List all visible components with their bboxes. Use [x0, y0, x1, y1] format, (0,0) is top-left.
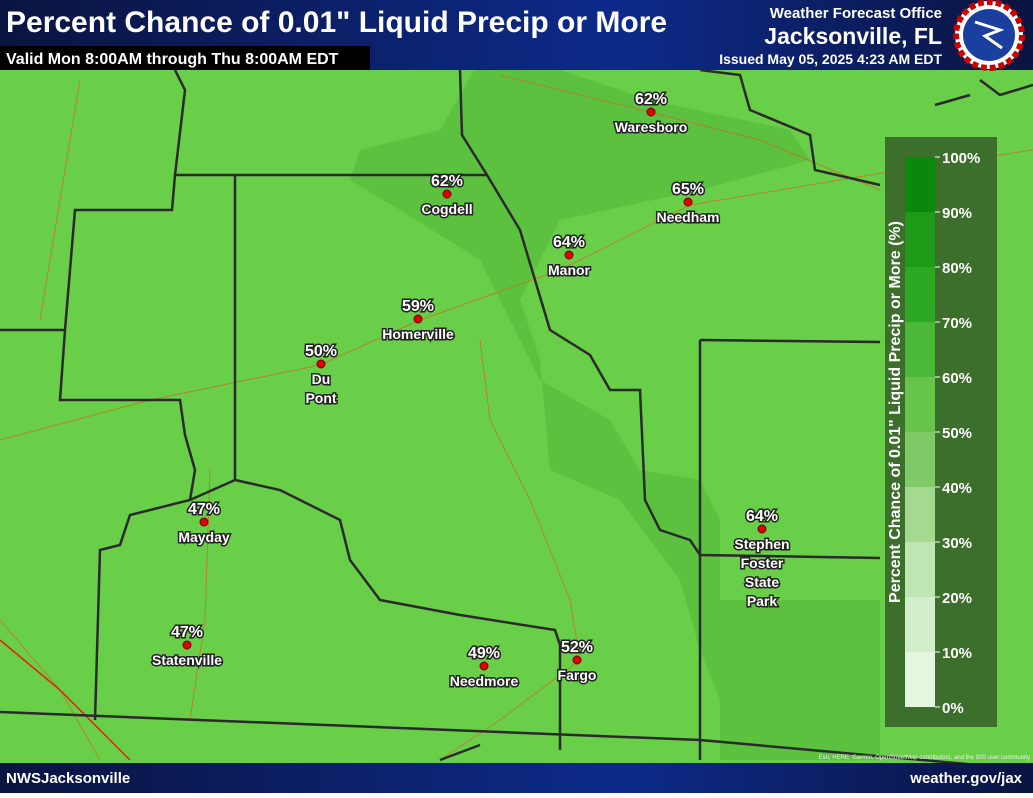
city-name: Homerville: [382, 326, 454, 342]
city-value: 64%: [553, 234, 585, 251]
city-name: Foster: [741, 555, 784, 571]
legend-swatch: [905, 597, 935, 652]
city-marker: [479, 661, 489, 671]
legend-swatch: [905, 157, 935, 212]
city-marker: [316, 359, 326, 369]
location: Jacksonville, FL: [764, 23, 942, 49]
legend-panel: [885, 137, 997, 727]
legend-swatch: [905, 267, 935, 322]
legend-swatch: [905, 487, 935, 542]
subtitle: Valid Mon 8:00AM through Thu 8:00AM EDT: [6, 51, 339, 68]
city-name: Park: [747, 593, 778, 609]
city-name: State: [745, 574, 779, 590]
city-name: Du: [312, 371, 331, 387]
legend-swatch: [905, 212, 935, 267]
darker-region: [350, 60, 880, 760]
city-name: Needham: [656, 209, 719, 225]
legend-swatch: [905, 652, 935, 707]
legend-tick-label: 80%: [942, 260, 972, 277]
city-marker: [442, 189, 452, 199]
legend-tick-label: 0%: [942, 700, 964, 717]
legend-swatch: [905, 377, 935, 432]
city-marker: [572, 655, 582, 665]
footer-right: weather.gov/jax: [909, 770, 1022, 787]
subtitle-bar: [0, 46, 370, 70]
footer-bar: [0, 763, 1033, 793]
title: Percent Chance of 0.01" Liquid Precip or…: [6, 6, 667, 39]
city-value: 64%: [746, 508, 778, 525]
city-value: 47%: [188, 501, 220, 518]
legend-tick-label: 50%: [942, 425, 972, 442]
city-marker: [757, 524, 767, 534]
legend-tick-label: 40%: [942, 480, 972, 497]
nws-logo: [953, 0, 1025, 71]
city-value: 50%: [305, 343, 337, 360]
city-value: 62%: [635, 91, 667, 108]
legend-swatch: [905, 432, 935, 487]
city-value: 62%: [431, 173, 463, 190]
cities: 62% Waresboro 62% Cogdell 65% Needham 64% Manor…: [150, 90, 791, 691]
city-value: 49%: [468, 645, 500, 662]
city-name: Pont: [305, 390, 336, 406]
city-value: 52%: [561, 639, 593, 656]
roads: [0, 74, 1033, 761]
city-name: Needmore: [450, 673, 519, 689]
legend-tick-label: 60%: [942, 370, 972, 387]
city-value: 65%: [672, 181, 704, 198]
city-name: Waresboro: [615, 119, 688, 135]
legend-title: Percent Chance of 0.01" Liquid Precip or…: [887, 221, 904, 603]
city-marker: [683, 197, 693, 207]
city-name: Statenville: [152, 652, 222, 668]
legend-tick-label: 30%: [942, 535, 972, 552]
city-marker: [413, 314, 423, 324]
state-road: [0, 639, 131, 761]
legend-tick-label: 90%: [942, 205, 972, 222]
city-marker: [646, 107, 656, 117]
footer-left: NWSJacksonville: [6, 770, 130, 787]
city-marker: [199, 517, 209, 527]
city-name: Cogdell: [421, 201, 472, 217]
office: Weather Forecast Office: [770, 5, 942, 22]
issued: Issued May 05, 2025 4:23 AM EDT: [719, 51, 942, 67]
city-name: Fargo: [558, 667, 597, 683]
legend-tick-label: 70%: [942, 315, 972, 332]
legend-swatch: [905, 322, 935, 377]
city-value: 59%: [402, 298, 434, 315]
city-value: 47%: [171, 624, 203, 641]
county-lines: [0, 68, 1033, 772]
legend-swatch: [905, 542, 935, 597]
legend-tick-label: 100%: [942, 150, 980, 167]
city-marker: [182, 640, 192, 650]
city-name: Manor: [548, 262, 591, 278]
legend: 0% 10% 20% 30% 40% 50% 60% 70% 80% 90% 100%: [905, 150, 980, 717]
legend-tick-label: 10%: [942, 645, 972, 662]
city-marker: [564, 250, 574, 260]
legend-tick-label: 20%: [942, 590, 972, 607]
attribution: Esri, HERE, Garmin, OpenStreetMap contri…: [819, 755, 1030, 761]
city-name: Stephen: [734, 536, 789, 552]
city-name: Mayday: [178, 529, 230, 545]
